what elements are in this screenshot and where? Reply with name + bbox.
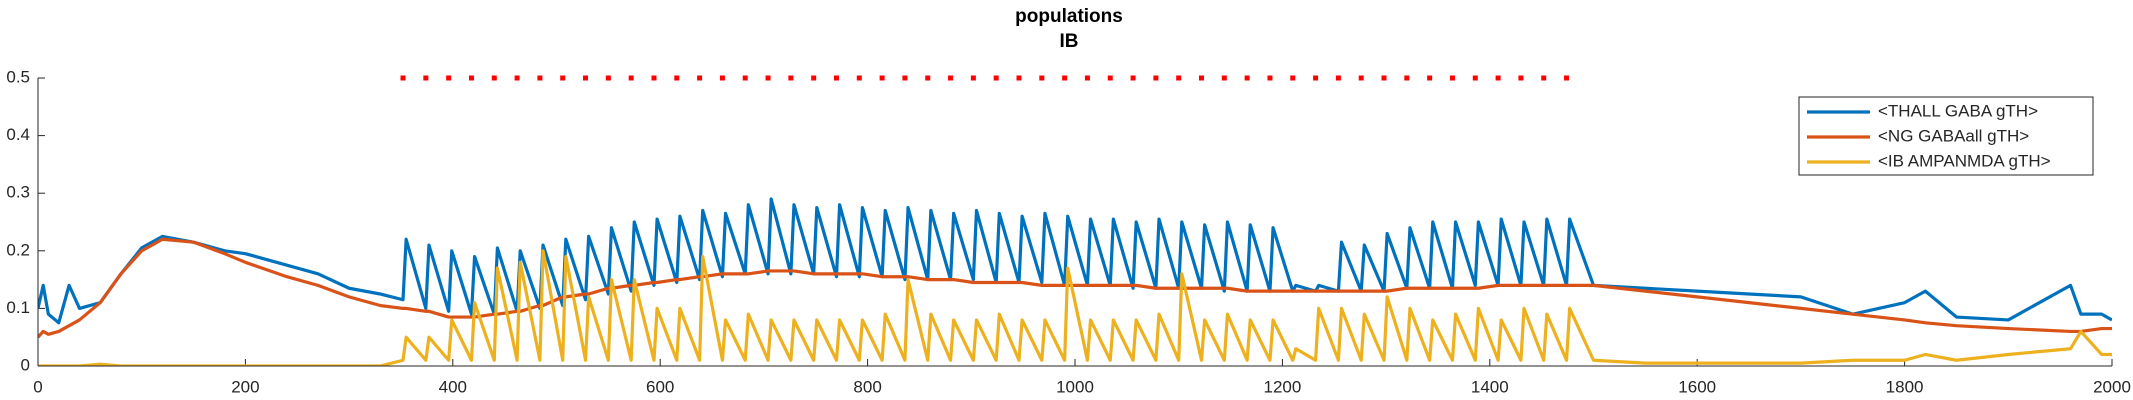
marker <box>605 75 611 81</box>
marker <box>1518 75 1524 81</box>
marker <box>811 75 817 81</box>
marker <box>423 75 429 81</box>
marker <box>1335 75 1341 81</box>
marker <box>1381 75 1387 81</box>
marker <box>902 75 908 81</box>
marker <box>1244 75 1250 81</box>
chart-title: populations <box>1015 6 1123 27</box>
marker <box>1495 75 1501 81</box>
x-tick-label: 800 <box>853 377 881 396</box>
marker <box>1290 75 1296 81</box>
marker <box>1472 75 1478 81</box>
marker <box>1199 75 1205 81</box>
x-tick-label: 600 <box>646 377 674 396</box>
marker <box>1564 75 1570 81</box>
marker <box>1221 75 1227 81</box>
marker <box>514 75 520 81</box>
marker <box>1107 75 1113 81</box>
y-tick-label: 0 <box>21 355 30 374</box>
x-tick-label: 1400 <box>1471 377 1509 396</box>
marker <box>560 75 566 81</box>
legend-label: <IB AMPANMDA gTH> <box>1878 151 2051 170</box>
marker <box>765 75 771 81</box>
x-tick-label: 1000 <box>1056 377 1094 396</box>
marker <box>1176 75 1182 81</box>
x-tick-label: 1800 <box>1886 377 1924 396</box>
marker <box>1016 75 1022 81</box>
marker <box>1267 75 1273 81</box>
marker <box>1404 75 1410 81</box>
marker <box>1084 75 1090 81</box>
marker <box>537 75 543 81</box>
marker <box>970 75 976 81</box>
marker <box>400 75 406 81</box>
y-tick-label: 0.2 <box>6 240 30 259</box>
marker <box>1130 75 1136 81</box>
marker <box>788 75 794 81</box>
marker <box>925 75 931 81</box>
marker <box>856 75 862 81</box>
marker <box>948 75 954 81</box>
marker <box>628 75 634 81</box>
y-tick-label: 0.3 <box>6 183 30 202</box>
x-tick-label: 400 <box>439 377 467 396</box>
marker <box>1153 75 1159 81</box>
chart-subtitle: IB <box>1060 31 1079 52</box>
marker <box>1449 75 1455 81</box>
marker <box>446 75 452 81</box>
marker <box>1039 75 1045 81</box>
plot-area <box>38 197 2112 366</box>
marker <box>1062 75 1068 81</box>
marker <box>674 75 680 81</box>
marker <box>833 75 839 81</box>
marker <box>651 75 657 81</box>
marker <box>697 75 703 81</box>
x-tick-label: 1200 <box>1263 377 1301 396</box>
x-tick-label: 200 <box>231 377 259 396</box>
legend-label: <THALL GABA gTH> <box>1878 101 2038 120</box>
series-line <box>38 249 2112 366</box>
legend-label: <NG GABAall gTH> <box>1878 126 2029 145</box>
marker <box>742 75 748 81</box>
marker <box>1313 75 1319 81</box>
x-tick-label: 2000 <box>2093 377 2131 396</box>
y-tick-label: 0.5 <box>6 67 30 86</box>
marker <box>719 75 725 81</box>
marker <box>879 75 885 81</box>
marker <box>1427 75 1433 81</box>
series-line <box>38 197 2112 325</box>
x-tick-label: 1600 <box>1678 377 1716 396</box>
marker <box>1358 75 1364 81</box>
marker <box>491 75 497 81</box>
marker <box>583 75 589 81</box>
marker <box>993 75 999 81</box>
y-tick-label: 0.4 <box>6 125 30 144</box>
marker <box>468 75 474 81</box>
marker <box>1541 75 1547 81</box>
x-tick-label: 0 <box>33 377 42 396</box>
y-tick-label: 0.1 <box>6 298 30 317</box>
series-line <box>38 237 2112 339</box>
